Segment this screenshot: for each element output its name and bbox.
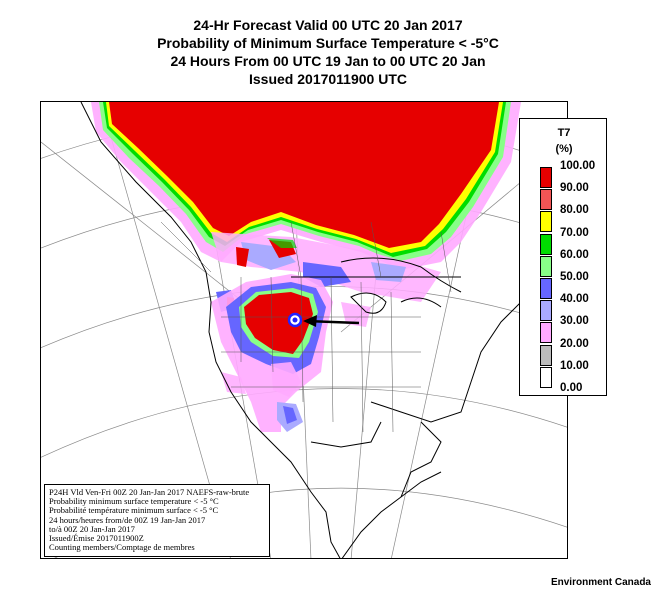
legend-label: 80.00 xyxy=(560,204,589,217)
legend-swatch xyxy=(540,366,552,388)
legend-swatch xyxy=(540,322,552,344)
info-line-4: 24 hours/heures from/de 00Z 19 Jan-Jan 2… xyxy=(49,514,206,525)
legend-label: 10.00 xyxy=(560,359,589,372)
legend-label: 20.00 xyxy=(560,337,589,350)
probability-shading xyxy=(91,102,521,432)
forecast-map xyxy=(40,101,568,559)
region-central-red xyxy=(244,292,313,354)
info-box: P24H Vld Ven-Fri 00Z 20 Jan-Jan 2017 NAE… xyxy=(44,484,270,557)
legend-swatch xyxy=(540,344,552,366)
title-line-3: 24 Hours From 00 UTC 19 Jan to 00 UTC 20… xyxy=(170,53,486,69)
info-line-6: Issued/Émise 2017011900Z xyxy=(49,533,144,544)
legend-label: 60.00 xyxy=(560,248,589,261)
region-north-red xyxy=(109,102,499,248)
title-line-4: Issued 2017011900 UTC xyxy=(249,71,407,87)
credit-label: Environment Canada xyxy=(550,577,651,588)
legend-title: T7 xyxy=(557,127,571,139)
map-canvas xyxy=(41,102,567,558)
legend-label: 30.00 xyxy=(560,315,589,328)
info-line-7: Counting members/Comptage de membres xyxy=(49,542,195,553)
color-legend: T7 (%) 100.00 90.00 80.00 70.00 60.00 50.00 40… xyxy=(519,118,607,396)
legend-swatch xyxy=(540,211,552,233)
legend-label: 70.00 xyxy=(560,226,589,239)
legend-label: 50.00 xyxy=(560,271,589,283)
legend-swatch xyxy=(540,233,552,255)
circled-location-marker xyxy=(287,312,303,328)
legend-swatch xyxy=(540,278,552,299)
legend-label: 0.00 xyxy=(560,382,583,394)
title-line-2: Probability of Minimum Surface Temperatu… xyxy=(157,35,499,51)
title-line-1: 24-Hr Forecast Valid 00 UTC 20 Jan 2017 xyxy=(193,17,463,33)
legend-swatch xyxy=(540,167,552,188)
admin-boundaries xyxy=(160,221,452,433)
legend-swatch xyxy=(540,255,552,277)
pointer-arrow-icon xyxy=(303,315,360,327)
info-line-3: Probabilité température minimum surface … xyxy=(49,505,219,516)
legend-label: 90.00 xyxy=(560,182,589,195)
legend-label: 40.00 xyxy=(560,293,589,306)
info-line-5: to/à 00Z 20 Jan-Jan 2017 xyxy=(49,523,135,534)
legend-label: 100.00 xyxy=(560,160,596,172)
legend-unit: (%) xyxy=(555,143,573,155)
legend-swatch xyxy=(540,300,552,322)
legend-swatch xyxy=(540,189,552,211)
info-line-2: Probability minimum surface temperature … xyxy=(49,496,219,507)
info-line-1: P24H Vld Ven-Fri 00Z 20 Jan-Jan 2017 NAE… xyxy=(49,487,250,497)
